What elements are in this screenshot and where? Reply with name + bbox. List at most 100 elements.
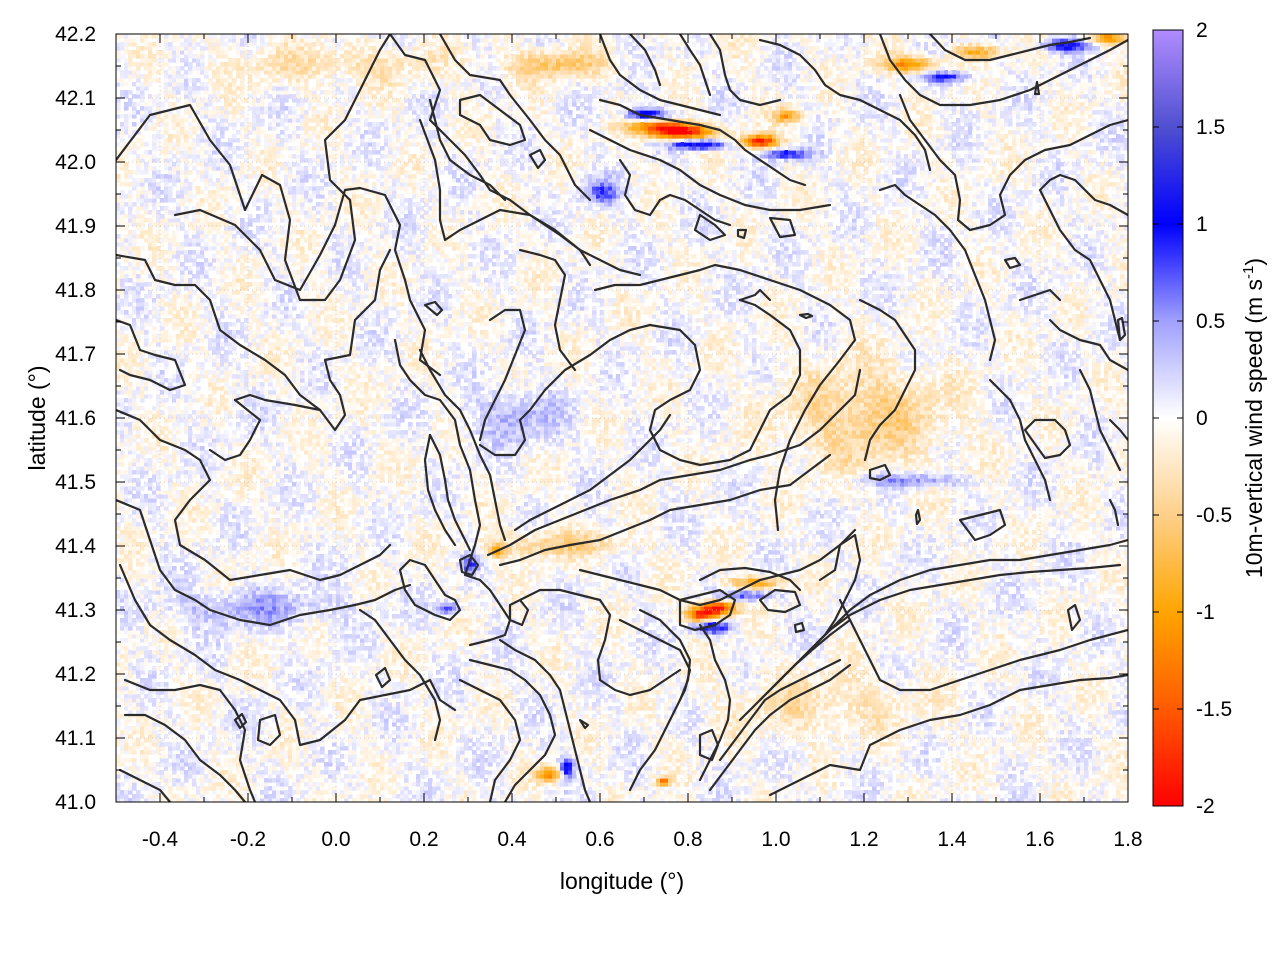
heatmap-cell [348,774,353,779]
heatmap-cell [380,726,385,731]
heatmap-cell [940,750,945,755]
heatmap-cell [252,702,257,707]
heatmap-cell [152,722,157,727]
heatmap-cell [472,774,477,779]
heatmap-cell [940,726,945,731]
heatmap-cell [540,762,545,767]
heatmap-cell [1104,710,1109,715]
heatmap-cell [788,790,793,795]
heatmap-cell [676,722,681,727]
heatmap-cell [576,778,581,783]
heatmap-cell [648,786,653,791]
heatmap-cell [304,706,309,711]
heatmap-cell [624,758,629,763]
heatmap-cell [584,706,589,711]
heatmap-cell [856,758,861,763]
heatmap-cell [612,794,617,799]
heatmap-cell [656,786,661,791]
heatmap-cell [352,782,357,787]
heatmap-cell [916,766,921,771]
heatmap-cell [540,746,545,751]
heatmap-cell [1096,746,1101,751]
heatmap-cell [736,790,741,795]
heatmap-cell [116,786,121,791]
heatmap-cell [116,782,121,787]
heatmap-cell [468,746,473,751]
heatmap-cell [304,766,309,771]
heatmap-cell [748,754,753,759]
heatmap-cell [524,714,529,719]
heatmap-cell [680,750,685,755]
heatmap-cell [808,786,813,791]
heatmap-cell [916,710,921,715]
heatmap-cell [136,794,141,799]
heatmap-cell [628,706,633,711]
heatmap-cell [368,750,373,755]
heatmap-cell [208,786,213,791]
heatmap-cell [640,758,645,763]
heatmap-cell [1112,738,1117,743]
heatmap-cell [828,726,833,731]
heatmap-cell [932,758,937,763]
heatmap-cell [428,706,433,711]
heatmap-cell [616,754,621,759]
heatmap-cell [1016,722,1021,727]
heatmap-cell [560,710,565,715]
heatmap-cell [728,790,733,795]
heatmap-cell [664,782,669,787]
heatmap-cell [924,770,929,775]
heatmap-cell [188,770,193,775]
heatmap-cell [1068,758,1073,763]
heatmap-cell [1088,738,1093,743]
heatmap-cell [1012,766,1017,771]
heatmap-cell [288,774,293,779]
heatmap-cell [840,702,845,707]
heatmap-cell [1084,730,1089,735]
heatmap-cell [468,786,473,791]
heatmap-cell [884,750,889,755]
heatmap-cell [296,766,301,771]
heatmap-cell [524,738,529,743]
heatmap-cell [960,758,965,763]
heatmap-cell [712,714,717,719]
heatmap-cell [992,782,997,787]
heatmap-cell [500,742,505,747]
heatmap-cell [540,706,545,711]
heatmap-cell [228,746,233,751]
heatmap-cell [988,722,993,727]
heatmap-cell [352,786,357,791]
heatmap-cell [828,750,833,755]
heatmap-cell [368,754,373,759]
heatmap-cell [284,770,289,775]
heatmap-cell [760,790,765,795]
heatmap-cell [956,722,961,727]
heatmap-cell [296,750,301,755]
heatmap-cell [280,722,285,727]
heatmap-cell [1008,714,1013,719]
heatmap-cell [696,762,701,767]
heatmap-cell [320,794,325,799]
heatmap-cell [1128,786,1133,791]
heatmap-cell [400,710,405,715]
heatmap-cell [524,754,529,759]
heatmap-cell [676,770,681,775]
heatmap-cell [792,726,797,731]
heatmap-cell [660,766,665,771]
heatmap-cell [700,762,705,767]
heatmap-cell [1116,758,1121,763]
heatmap-cell [884,742,889,747]
heatmap-cell [1044,738,1049,743]
heatmap-cell [924,714,929,719]
heatmap-cell [200,766,205,771]
heatmap-cell [692,770,697,775]
heatmap-cell [608,790,613,795]
heatmap-cell [1108,706,1113,711]
heatmap-cell [204,726,209,731]
heatmap-cell [1008,722,1013,727]
heatmap-cell [472,754,477,759]
heatmap-cell [884,782,889,787]
heatmap-cell [736,774,741,779]
heatmap-cell [1084,786,1089,791]
heatmap-cell [1008,726,1013,731]
heatmap-cell [952,786,957,791]
